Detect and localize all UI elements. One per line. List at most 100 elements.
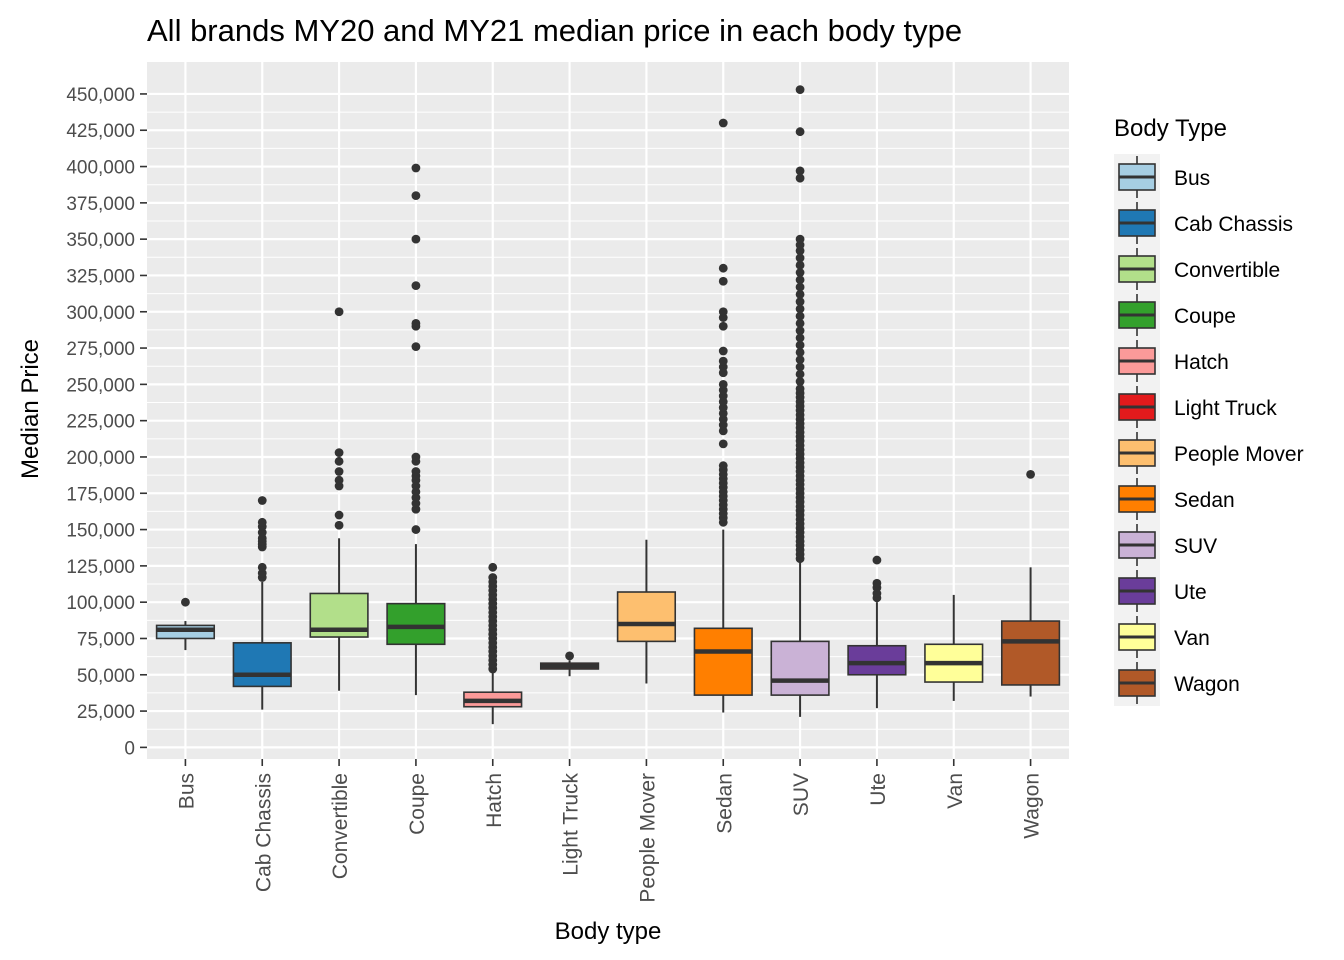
box-ute: [847, 555, 907, 709]
outlier-point: [795, 166, 805, 176]
outlier-point: [718, 346, 728, 356]
outlier-point: [795, 297, 805, 306]
outlier-point: [795, 282, 805, 292]
legend: Body Type Bus Cab Chassis Convertible Coupe…: [1114, 115, 1304, 706]
box-sedan: [693, 118, 753, 713]
y-tick-label: 300,000: [66, 303, 135, 324]
outlier-point: [795, 318, 805, 328]
outlier-point: [334, 475, 344, 485]
y-tick-label: 425,000: [66, 121, 135, 142]
legend-label: Convertible: [1174, 259, 1280, 282]
legend-label: Sedan: [1174, 489, 1235, 512]
outlier-point: [257, 562, 267, 572]
legend-title: Body Type: [1114, 115, 1227, 142]
x-tick-label: Convertible: [329, 773, 352, 879]
box-body: [1000, 620, 1061, 686]
outlier-point: [334, 307, 344, 317]
outlier-point: [795, 384, 805, 394]
y-tick-label: 50,000: [77, 666, 135, 687]
outlier-point: [257, 496, 267, 505]
outlier-point: [718, 356, 728, 366]
box-body: [616, 591, 677, 643]
outlier-point: [718, 118, 728, 128]
outlier-point: [411, 342, 421, 352]
outlier-point: [718, 321, 728, 331]
box-body: [693, 627, 753, 696]
legend-item-ute: Ute: [1118, 570, 1207, 612]
outlier-point: [411, 318, 421, 328]
outlier-point: [488, 562, 498, 572]
y-tick-label: 150,000: [66, 521, 135, 542]
outlier-point: [795, 289, 805, 299]
x-tick-label: People Mover: [636, 773, 659, 903]
outlier-point: [795, 377, 805, 386]
box-cab-chassis: [232, 496, 292, 710]
outlier-point: [795, 311, 805, 321]
legend-item-hatch: Hatch: [1118, 340, 1229, 382]
legend-item-van: Van: [1118, 616, 1210, 658]
legend-label: Hatch: [1174, 351, 1229, 374]
x-tick-label: Sedan: [713, 773, 736, 834]
outlier-point: [334, 448, 344, 458]
box-body: [232, 642, 292, 688]
y-tick-label: 375,000: [66, 194, 135, 215]
box-body: [847, 644, 907, 676]
outlier-point: [795, 268, 805, 277]
outlier-point: [795, 173, 805, 183]
legend-label: Van: [1174, 627, 1210, 650]
y-tick-label: 275,000: [66, 339, 135, 360]
outlier-point: [488, 573, 498, 582]
outlier-point: [795, 369, 805, 379]
box-convertible: [309, 307, 369, 691]
box-people-mover: [616, 539, 677, 684]
legend-label: Wagon: [1174, 673, 1240, 696]
outlier-point: [795, 326, 805, 336]
y-tick-label: 175,000: [66, 484, 135, 505]
outlier-point: [718, 263, 728, 273]
outlier-point: [411, 525, 421, 534]
y-tick-label: 350,000: [66, 230, 135, 251]
legend-label: Cab Chassis: [1174, 213, 1293, 236]
outlier-point: [795, 253, 805, 263]
y-tick-label: 75,000: [77, 629, 135, 650]
outlier-point: [795, 275, 805, 285]
outlier-point: [411, 467, 421, 476]
x-tick-label: Light Truck: [560, 773, 583, 876]
x-tick-label: Bus: [175, 773, 198, 809]
y-tick-label: 325,000: [66, 266, 135, 287]
legend-item-cab-chassis: Cab Chassis: [1118, 202, 1293, 244]
outlier-point: [565, 651, 574, 661]
outlier-point: [334, 456, 344, 466]
legend-item-light-truck: Light Truck: [1118, 386, 1277, 428]
box-body: [386, 602, 446, 646]
box-body: [770, 640, 830, 696]
y-tick-label: 100,000: [66, 593, 135, 614]
outlier-point: [795, 127, 805, 137]
box-van: [924, 594, 984, 701]
legend-label: Light Truck: [1174, 397, 1277, 420]
box-bus: [155, 597, 216, 651]
legend-label: People Mover: [1174, 443, 1304, 466]
outlier-point: [718, 461, 728, 471]
legend-label: Coupe: [1174, 305, 1236, 328]
x-tick-label: Ute: [867, 773, 890, 806]
outlier-point: [795, 362, 805, 372]
outlier-point: [334, 520, 344, 530]
y-tick-label: 200,000: [66, 448, 135, 469]
outlier-point: [334, 510, 344, 520]
outlier-point: [334, 467, 344, 476]
legend-item-coupe: Coupe: [1118, 294, 1236, 336]
legend-item-suv: SUV: [1118, 524, 1217, 566]
y-tick-label: 125,000: [66, 557, 135, 578]
legend-item-people-mover: People Mover: [1118, 432, 1304, 474]
y-axis-title: Median Price: [17, 339, 44, 479]
x-tick-label: Coupe: [406, 773, 429, 835]
outlier-point: [795, 340, 805, 350]
outlier-point: [795, 333, 805, 343]
y-tick-label: 25,000: [77, 702, 135, 723]
box-suv: [770, 85, 830, 717]
panel-background: [147, 62, 1069, 759]
outlier-point: [795, 234, 805, 244]
outlier-point: [872, 555, 882, 565]
